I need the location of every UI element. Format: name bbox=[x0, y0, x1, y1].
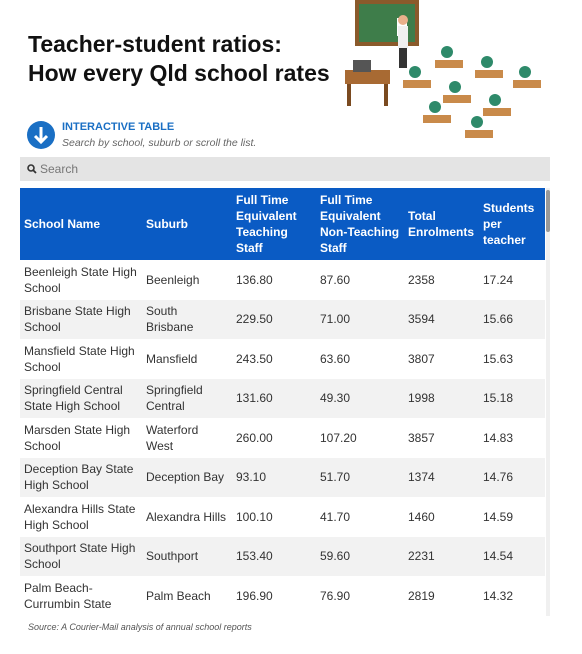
table-cell: 14.59 bbox=[483, 509, 514, 524]
table-cell: 2231 bbox=[404, 536, 479, 576]
table-cell: 260.00 bbox=[236, 430, 273, 445]
illustration bbox=[345, 0, 541, 138]
table-cell: Southport State High School bbox=[20, 536, 142, 576]
table-cell: 3594 bbox=[404, 299, 479, 339]
table-cell: 3807 bbox=[408, 351, 435, 366]
title: Teacher-student ratios: How every Qld sc… bbox=[28, 30, 330, 88]
column-header[interactable]: Full Time Equivalent Teaching Staff bbox=[232, 188, 316, 260]
table-cell: Springfield Central bbox=[142, 378, 232, 418]
table-cell: 2358 bbox=[408, 272, 435, 287]
table-cell: Deception Bay bbox=[142, 457, 232, 497]
table-row: Beenleigh State High School Beenleigh 136.… bbox=[20, 260, 545, 300]
table: School Name Suburb Full Time Equivalent Te… bbox=[20, 188, 545, 616]
arrow-icon bbox=[27, 121, 55, 149]
intro-text: Search by school, suburb or scroll the l… bbox=[62, 137, 257, 149]
table-cell: 1460 bbox=[408, 509, 435, 524]
search-icon bbox=[27, 164, 37, 174]
table-cell: 153.40 bbox=[232, 536, 316, 576]
search-placeholder: Search bbox=[40, 162, 79, 176]
table-cell: 131.60 bbox=[232, 378, 316, 418]
table-cell: 17.24 bbox=[483, 272, 514, 287]
intro-label: INTERACTIVE TABLE bbox=[62, 121, 175, 133]
table-scroll[interactable]: School Name Suburb Full Time Equivalent Te… bbox=[20, 188, 550, 616]
table-cell: 229.50 bbox=[232, 299, 316, 339]
table-cell: 87.60 bbox=[320, 272, 351, 287]
header-row: School Name Suburb Full Time Equivalent Te… bbox=[20, 188, 545, 260]
table-cell: Beenleigh State High School bbox=[24, 264, 137, 295]
table-cell: 1374 bbox=[404, 457, 479, 497]
table-cell: 76.90 bbox=[320, 588, 351, 603]
table-cell: Deception Bay State High School bbox=[20, 457, 142, 497]
table-cell: 71.00 bbox=[316, 299, 404, 339]
table-cell: Mansfield bbox=[146, 351, 198, 366]
table-cell: Alexandra Hills State High School bbox=[24, 501, 136, 532]
table-cell: 15.66 bbox=[479, 299, 545, 339]
table-cell: 15.63 bbox=[483, 351, 514, 366]
table-cell: 196.90 bbox=[236, 588, 273, 603]
column-header[interactable]: Total Enrolments bbox=[404, 188, 479, 260]
table-cell: 100.10 bbox=[236, 509, 273, 524]
table-cell: 59.60 bbox=[316, 536, 404, 576]
table-cell: Marsden State High School bbox=[24, 422, 131, 453]
table-cell: 63.60 bbox=[320, 351, 351, 366]
table-cell: South Brisbane bbox=[142, 299, 232, 339]
table-row: Alexandra Hills State High School Alexand… bbox=[20, 497, 545, 537]
table-cell: 243.50 bbox=[236, 351, 273, 366]
source: Source: A Courier-Mail analysis of annua… bbox=[28, 622, 252, 632]
column-header[interactable]: Students per teacher bbox=[479, 188, 545, 260]
table-cell: 51.70 bbox=[316, 457, 404, 497]
table-cell: 2819 bbox=[408, 588, 435, 603]
table-cell: Alexandra Hills bbox=[146, 509, 227, 524]
search-box[interactable]: Search bbox=[20, 157, 550, 181]
column-header[interactable]: Suburb bbox=[142, 188, 232, 260]
table-cell: 41.70 bbox=[320, 509, 351, 524]
table-cell: 14.83 bbox=[483, 430, 514, 445]
table-cell: Springfield Central State High School bbox=[20, 378, 142, 418]
title-line: Teacher-student ratios: bbox=[28, 31, 282, 57]
title-line: How every Qld school rates bbox=[28, 60, 330, 86]
table-cell: 93.10 bbox=[232, 457, 316, 497]
table-cell: 14.54 bbox=[479, 536, 545, 576]
table-cell: Waterford West bbox=[146, 422, 199, 453]
table-row: Brisbane State High School South Brisbane… bbox=[20, 299, 545, 339]
table-cell: 14.76 bbox=[479, 457, 545, 497]
table-cell: 14.32 bbox=[483, 588, 514, 603]
column-header[interactable]: Full Time Equivalent Non-Teaching Staff bbox=[316, 188, 404, 260]
table-cell: Brisbane State High School bbox=[20, 299, 142, 339]
table-cell: Palm Beach-Currumbin State bbox=[24, 580, 112, 611]
table-row: Springfield Central State High School Spr… bbox=[20, 378, 545, 418]
table-cell: 136.80 bbox=[236, 272, 273, 287]
table-row: Palm Beach-Currumbin State Palm Beach 196.… bbox=[20, 576, 545, 616]
table-cell: 15.18 bbox=[479, 378, 545, 418]
scrollbar[interactable] bbox=[546, 188, 550, 616]
table-row: Southport State High School Southport 153.… bbox=[20, 536, 545, 576]
table-row: Deception Bay State High School Deception… bbox=[20, 457, 545, 497]
table-cell: 3857 bbox=[408, 430, 435, 445]
table-cell: Palm Beach bbox=[146, 588, 211, 603]
table-cell: Southport bbox=[142, 536, 232, 576]
table-cell: 1998 bbox=[404, 378, 479, 418]
table-cell: 49.30 bbox=[316, 378, 404, 418]
scroll-thumb[interactable] bbox=[546, 190, 550, 232]
table-row: Marsden State High School Waterford West 2… bbox=[20, 418, 545, 458]
table-cell: Mansfield State High School bbox=[24, 343, 135, 374]
table-cell: Beenleigh bbox=[146, 272, 200, 287]
table-row: Mansfield State High School Mansfield 243.… bbox=[20, 339, 545, 379]
column-header[interactable]: School Name bbox=[20, 188, 142, 260]
table-cell: 107.20 bbox=[320, 430, 357, 445]
